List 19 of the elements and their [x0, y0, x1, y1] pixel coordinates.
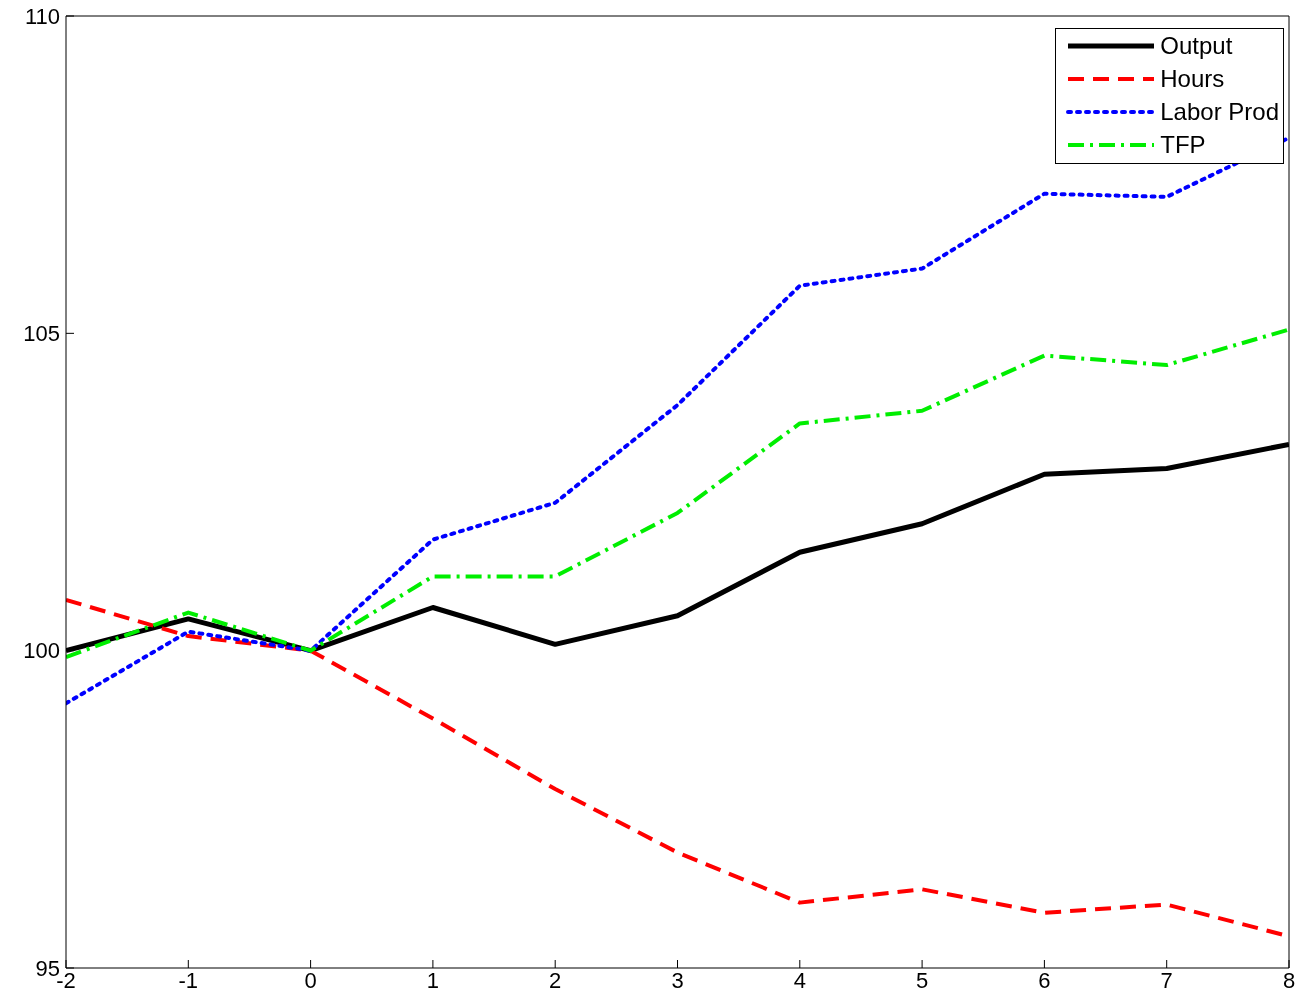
legend-label: Hours — [1160, 64, 1225, 93]
line-series — [66, 327, 1289, 660]
x-tick-label: 7 — [1160, 967, 1173, 993]
x-tick-label: 8 — [1282, 967, 1296, 993]
legend-label: Labor Prod — [1160, 97, 1279, 126]
legend-label: TFP — [1160, 130, 1206, 159]
x-tick-label: 2 — [549, 967, 562, 993]
x-tick-label: 0 — [304, 967, 317, 993]
x-tick-label: 4 — [793, 967, 806, 993]
x-tick-label: 3 — [671, 967, 684, 993]
x-tick-label: 6 — [1038, 967, 1051, 993]
y-tick-label: 100 — [23, 638, 60, 664]
x-tick-label: -1 — [178, 967, 199, 993]
x-tick-label: 5 — [915, 967, 929, 993]
y-tick-label: 110 — [24, 3, 60, 29]
line-series — [66, 135, 1289, 706]
legend-label: Output — [1160, 31, 1233, 60]
x-tick-label: 1 — [426, 967, 440, 993]
y-tick-label: 105 — [23, 321, 60, 347]
